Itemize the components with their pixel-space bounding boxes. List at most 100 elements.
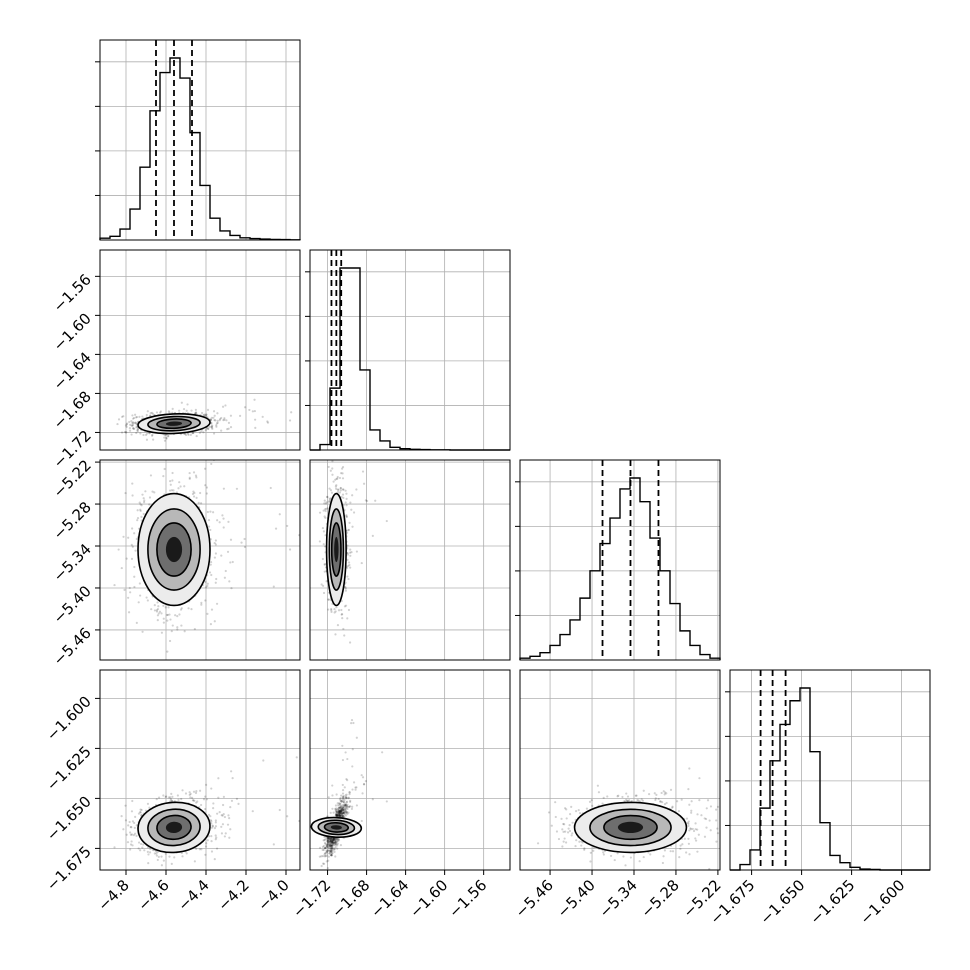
sample-point (130, 433, 133, 436)
sample-point (155, 610, 159, 613)
sample-point (216, 812, 219, 815)
sample-point (301, 821, 303, 823)
sample-point (327, 844, 331, 848)
sample-point (223, 418, 226, 421)
sample-point (332, 480, 335, 483)
sample-point (676, 800, 679, 803)
sample-point (335, 813, 339, 816)
sample-point (334, 838, 337, 841)
sample-point (207, 518, 211, 522)
sample-point (123, 588, 126, 592)
sample-point (344, 807, 347, 810)
sample-point (344, 814, 348, 817)
sample-point (332, 838, 335, 841)
sample-point (324, 846, 327, 850)
sample-point (342, 804, 345, 808)
sample-point (213, 541, 216, 545)
sample-point (703, 835, 707, 838)
sample-point (322, 862, 325, 865)
sample-point (338, 813, 341, 816)
sample-point (188, 471, 191, 475)
sample-point (221, 823, 225, 826)
sample-point (325, 845, 329, 849)
sample-point (323, 450, 325, 452)
sample-point (211, 427, 214, 430)
sample-point (189, 433, 192, 436)
sample-point (340, 807, 343, 810)
sample-point (326, 507, 329, 510)
sample-point (225, 419, 228, 422)
sample-point (338, 812, 341, 815)
sample-point (346, 805, 349, 808)
sample-point (708, 867, 711, 870)
sample-point (337, 807, 340, 810)
sample-point (125, 557, 128, 560)
sample-point (331, 844, 334, 847)
sample-point (286, 524, 289, 528)
sample-point (129, 825, 132, 829)
sample-point (336, 847, 339, 850)
sample-point (166, 435, 170, 438)
sample-point (210, 826, 213, 829)
sample-point (326, 839, 330, 842)
sample-point (139, 432, 142, 435)
sample-point (133, 821, 136, 825)
sample-point (345, 810, 348, 813)
sample-point (156, 850, 159, 854)
sample-point (180, 607, 183, 610)
sample-point (346, 553, 350, 556)
sample-point (324, 508, 327, 511)
sample-point (324, 838, 327, 841)
sample-point (327, 859, 330, 862)
sample-point (322, 584, 325, 587)
sample-point (346, 617, 349, 620)
sample-point (709, 829, 712, 832)
sample-point (140, 808, 143, 812)
sample-point (334, 855, 337, 858)
sample-point (215, 602, 219, 605)
sample-point (344, 604, 348, 607)
sample-point (336, 842, 339, 845)
sample-point (326, 836, 330, 840)
sample-point (354, 786, 357, 789)
sample-point (122, 828, 125, 831)
sample-point (329, 840, 332, 843)
sample-point (339, 813, 342, 816)
sample-point (345, 514, 348, 517)
sample-point (164, 606, 167, 609)
sample-point (210, 850, 214, 853)
sample-point (205, 492, 208, 495)
sample-point (337, 839, 341, 842)
sample-point (130, 826, 133, 829)
sample-point (341, 814, 344, 817)
sample-point (200, 848, 203, 851)
sample-point (337, 810, 341, 813)
sample-point (228, 817, 231, 820)
sample-point (212, 416, 215, 419)
sample-point (321, 854, 324, 858)
sample-point (687, 820, 690, 823)
sample-point (350, 807, 354, 810)
sample-point (671, 806, 674, 809)
sample-point (336, 837, 339, 841)
sample-point (318, 511, 322, 514)
sample-point (365, 499, 369, 503)
panel-frame (99, 249, 301, 451)
sample-point (214, 838, 217, 841)
sample-point (342, 811, 345, 814)
sample-point (346, 812, 349, 816)
sample-point (343, 808, 347, 811)
sample-point (346, 552, 349, 555)
density-contour (165, 536, 183, 563)
sample-point (338, 814, 342, 818)
sample-point (333, 839, 337, 842)
sample-point (334, 845, 337, 849)
sample-point (340, 814, 344, 817)
sample-point (334, 841, 337, 844)
sample-point (331, 784, 334, 787)
sample-point (163, 439, 167, 442)
sample-point (140, 515, 143, 518)
sample-point (206, 510, 209, 514)
sample-point (327, 608, 330, 611)
sample-point (160, 631, 163, 634)
